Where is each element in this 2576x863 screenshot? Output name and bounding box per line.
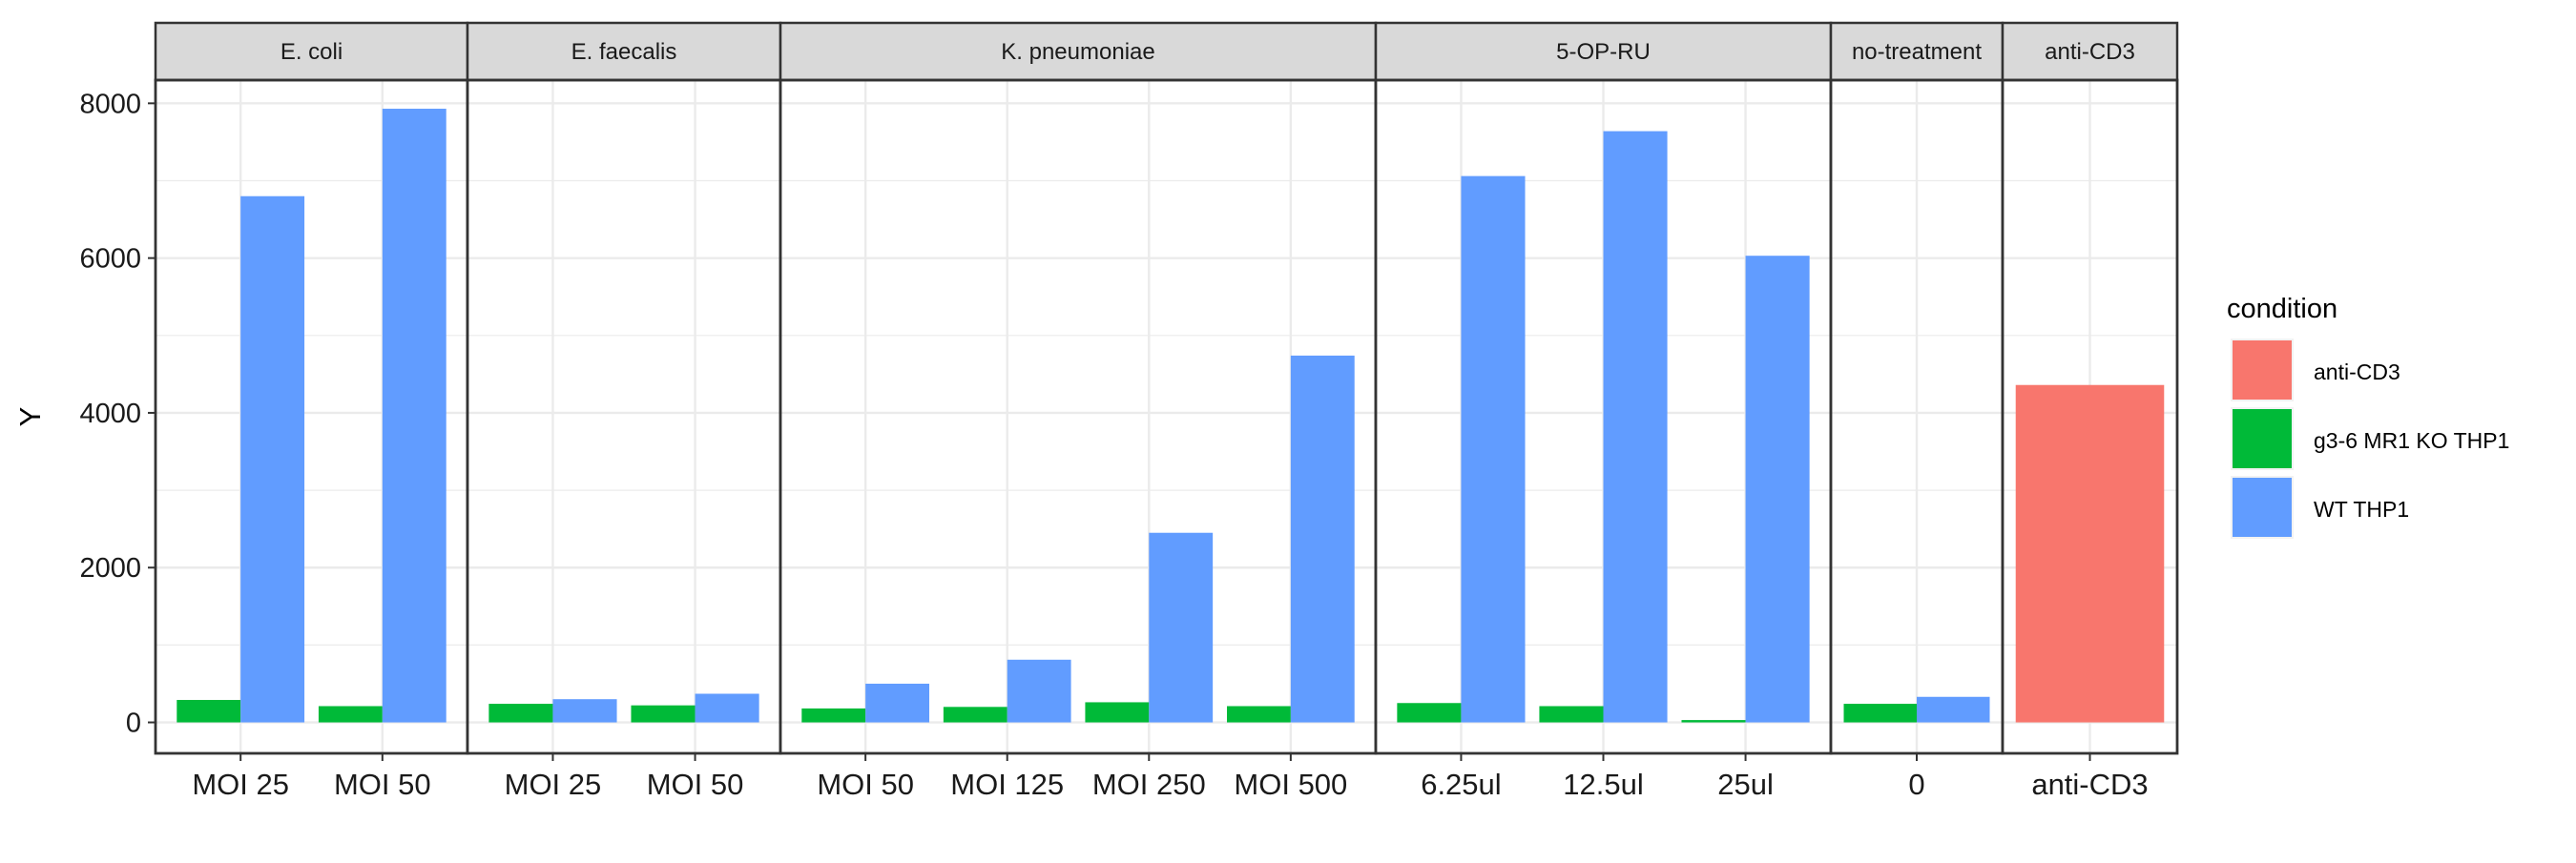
y-axis-label: Y	[13, 407, 47, 427]
x-tick-label: MOI 50	[334, 768, 431, 801]
legend-swatch	[2233, 478, 2292, 537]
bar	[943, 707, 1008, 723]
bar	[1085, 702, 1150, 723]
legend-title: condition	[2227, 294, 2337, 324]
legend-label: anti-CD3	[2314, 360, 2400, 384]
facet-strip-label: anti-CD3	[2045, 39, 2135, 65]
bar	[1461, 175, 1526, 723]
x-tick-label: 0	[1908, 768, 1924, 801]
bar	[1603, 131, 1668, 723]
legend-swatch	[2233, 340, 2292, 400]
y-tick-label: 4000	[79, 399, 141, 429]
bar	[240, 195, 305, 723]
bar	[1227, 706, 1291, 723]
bar	[1539, 706, 1604, 723]
x-tick-label: 6.25ul	[1421, 768, 1501, 801]
y-tick-label: 0	[126, 709, 141, 739]
bar	[318, 706, 383, 723]
legend-label: g3-6 MR1 KO THP1	[2314, 428, 2509, 453]
x-tick-label: MOI 25	[192, 768, 289, 801]
bar	[382, 109, 447, 723]
facet-strip	[1829, 21, 2005, 82]
facet-strip-label: 5-OP-RU	[1556, 39, 1651, 65]
facet-strip	[2001, 21, 2179, 82]
bar	[865, 683, 929, 723]
x-tick-label: MOI 50	[817, 768, 914, 801]
bar	[801, 708, 866, 723]
x-tick-label: MOI 125	[950, 768, 1064, 801]
facet-panel-border	[2001, 78, 2179, 755]
facet-strip-label: K. pneumoniae	[1001, 39, 1154, 65]
bar	[177, 700, 241, 723]
bar	[1917, 696, 1990, 723]
y-tick-label: 2000	[79, 553, 141, 584]
facet-strip-label: no-treatment	[1852, 39, 1982, 65]
x-tick-label: MOI 50	[647, 768, 744, 801]
y-tick-label: 6000	[79, 244, 141, 275]
legend-swatch	[2233, 409, 2292, 468]
x-tick-label: 12.5ul	[1563, 768, 1643, 801]
x-tick-label: 25ul	[1717, 768, 1774, 801]
facet-strip-label: E. faecalis	[571, 39, 677, 65]
x-tick-label: MOI 250	[1092, 768, 1206, 801]
bar	[1843, 704, 1917, 723]
x-tick-label: anti-CD3	[2031, 768, 2148, 801]
bar	[631, 705, 696, 723]
bar	[1397, 703, 1462, 723]
bar	[488, 704, 553, 723]
bar	[2015, 384, 2165, 723]
bar	[1681, 720, 1746, 723]
bar	[1745, 256, 1810, 723]
bar	[552, 699, 617, 723]
bar	[1290, 355, 1355, 723]
facet-panel-bg	[467, 80, 780, 753]
facet-strip-label: E. coli	[280, 39, 343, 65]
facet-panel-bg	[780, 80, 1376, 753]
bar	[1007, 659, 1071, 723]
legend-label: WT THP1	[2314, 497, 2409, 522]
x-tick-label: MOI 25	[505, 768, 602, 801]
x-tick-label: MOI 500	[1234, 768, 1347, 801]
bar	[695, 693, 759, 723]
bar	[1149, 532, 1214, 723]
y-tick-label: 8000	[79, 89, 141, 119]
